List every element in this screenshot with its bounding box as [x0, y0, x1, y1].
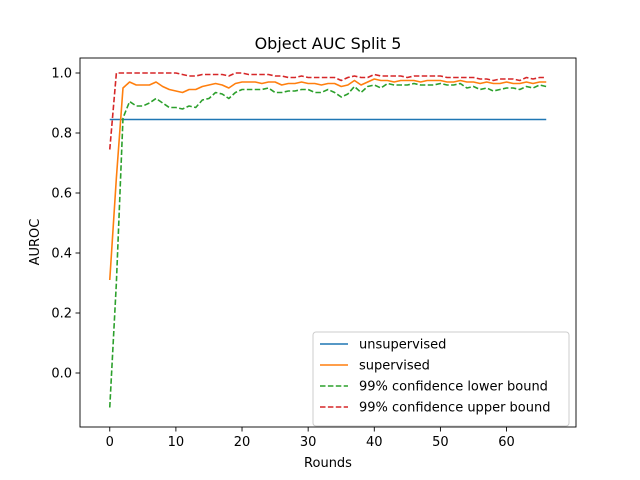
- series-line-99-confidence-upper-bound: [108, 72, 547, 150]
- x-tick-label: 60: [498, 435, 515, 450]
- series-line-supervised: [108, 78, 547, 281]
- x-tick-label: 20: [234, 435, 251, 450]
- legend-label-99-confidence-lower-bound: 99% confidence lower bound: [359, 380, 548, 395]
- x-tick-label: 50: [432, 435, 449, 450]
- axes-frame: [79, 57, 577, 428]
- y-tick-label: 0.4: [51, 247, 72, 262]
- x-axis-label: Rounds: [304, 456, 352, 471]
- legend-label-99-confidence-upper-bound: 99% confidence upper bound: [359, 401, 550, 416]
- legend-box: [312, 331, 570, 427]
- series-line-99-confidence-lower-bound: [108, 82, 547, 408]
- y-tick-label: 0.8: [51, 127, 72, 142]
- y-tick-label: 0.0: [51, 367, 72, 382]
- y-tick-label: 1.0: [51, 67, 72, 82]
- x-tick-label: 30: [300, 435, 317, 450]
- y-tick-label: 0.6: [51, 187, 72, 202]
- series-group: [108, 72, 547, 408]
- x-tick-label: 40: [366, 435, 383, 450]
- y-tick-label: 0.2: [51, 307, 72, 322]
- legend-label-unsupervised: unsupervised: [359, 338, 446, 353]
- legend: unsupervised supervised 99% confidence low…: [312, 331, 570, 427]
- legend-label-supervised: supervised: [359, 359, 430, 374]
- plot-area: 0 10 20 30 40 50 60 0.0 0.2 0.4 0.6 0.8 1.0: [51, 57, 577, 450]
- chart-title: Object AUC Split 5: [255, 34, 402, 53]
- x-tick-label: 10: [168, 435, 185, 450]
- x-tick-label: 0: [106, 435, 114, 450]
- y-axis-label: AUROC: [28, 219, 43, 266]
